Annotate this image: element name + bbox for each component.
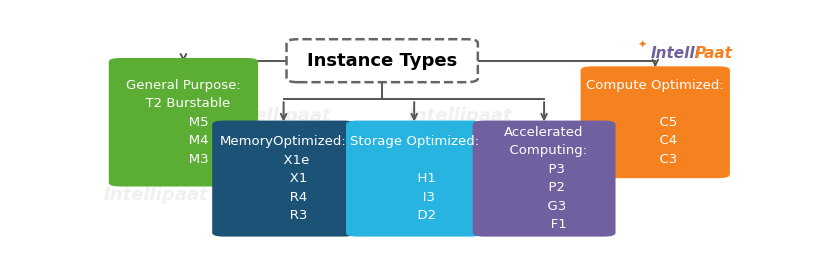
Text: Compute Optimized:

      C5
      C4
      C3: Compute Optimized: C5 C4 C3 (586, 79, 724, 166)
FancyBboxPatch shape (473, 121, 615, 237)
FancyBboxPatch shape (108, 58, 258, 186)
Text: Intelli: Intelli (651, 46, 701, 61)
FancyBboxPatch shape (287, 39, 478, 82)
Text: Intellipaat: Intellipaat (227, 107, 331, 125)
Text: ✦: ✦ (638, 40, 647, 50)
Text: Instance Types: Instance Types (307, 52, 457, 70)
Text: General Purpose:
  T2 Burstable
       M5
       M4
       M3: General Purpose: T2 Burstable M5 M4 M3 (126, 79, 241, 166)
FancyBboxPatch shape (580, 66, 730, 178)
Text: MemoryOptimized:
      X1e
       X1
       R4
       R3: MemoryOptimized: X1e X1 R4 R3 (220, 135, 347, 222)
FancyBboxPatch shape (212, 121, 355, 237)
Text: Paat: Paat (695, 46, 732, 61)
Text: Storage Optimized:

      H1
       I3
      D2: Storage Optimized: H1 I3 D2 (349, 135, 479, 222)
Text: Intellipaat: Intellipaat (408, 107, 512, 125)
Text: Intellipaat: Intellipaat (408, 186, 512, 204)
Text: Accelerated
  Computing:
      P3
      P2
      G3
       F1: Accelerated Computing: P3 P2 G3 F1 (501, 126, 587, 231)
FancyBboxPatch shape (346, 121, 482, 237)
Text: Intellipaat: Intellipaat (103, 186, 208, 204)
